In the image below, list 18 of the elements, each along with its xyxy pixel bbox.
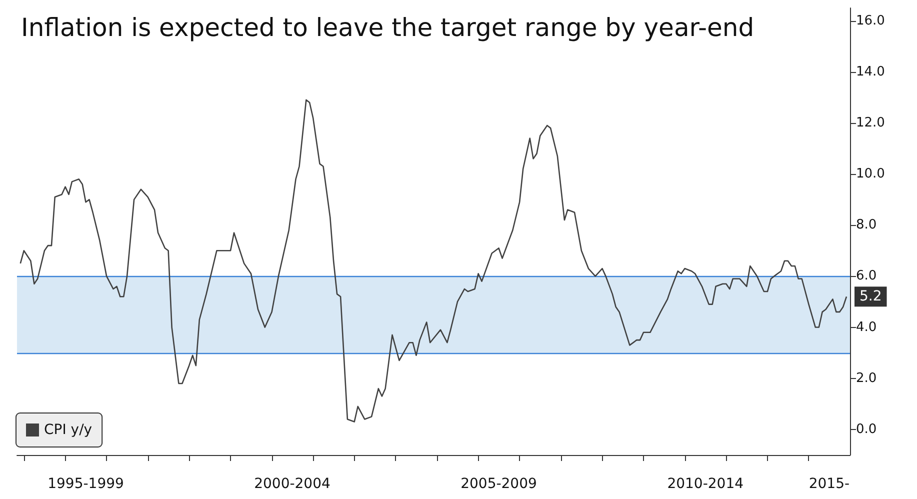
legend-label: CPI y/y — [44, 422, 92, 438]
y-tick-label: 12.0 — [856, 115, 885, 130]
y-tick-label: 16.0 — [856, 13, 885, 28]
chart-title: Inflation is expected to leave the target range by year-end — [21, 13, 754, 42]
line-series — [20, 99, 848, 422]
y-tick-label: 6.0 — [856, 268, 877, 284]
x-tick-label: 1995-1999 — [48, 476, 124, 492]
x-tick-label: 2005-2009 — [460, 476, 537, 492]
y-tick-label: 8.0 — [856, 218, 877, 233]
x-tick-label: 2000-2004 — [254, 476, 330, 492]
x-tick-label: 2015- — [808, 476, 850, 492]
data-label: 5.2 — [859, 288, 882, 305]
x-tick-label: 2010-2014 — [667, 476, 744, 492]
y-tick-label: 0.0 — [856, 422, 877, 437]
y-tick-label: 4.0 — [856, 320, 877, 335]
y-tick-label: 14.0 — [856, 64, 885, 80]
y-tick-label: 10.0 — [856, 166, 885, 182]
y-tick-label: 2.0 — [856, 370, 877, 386]
